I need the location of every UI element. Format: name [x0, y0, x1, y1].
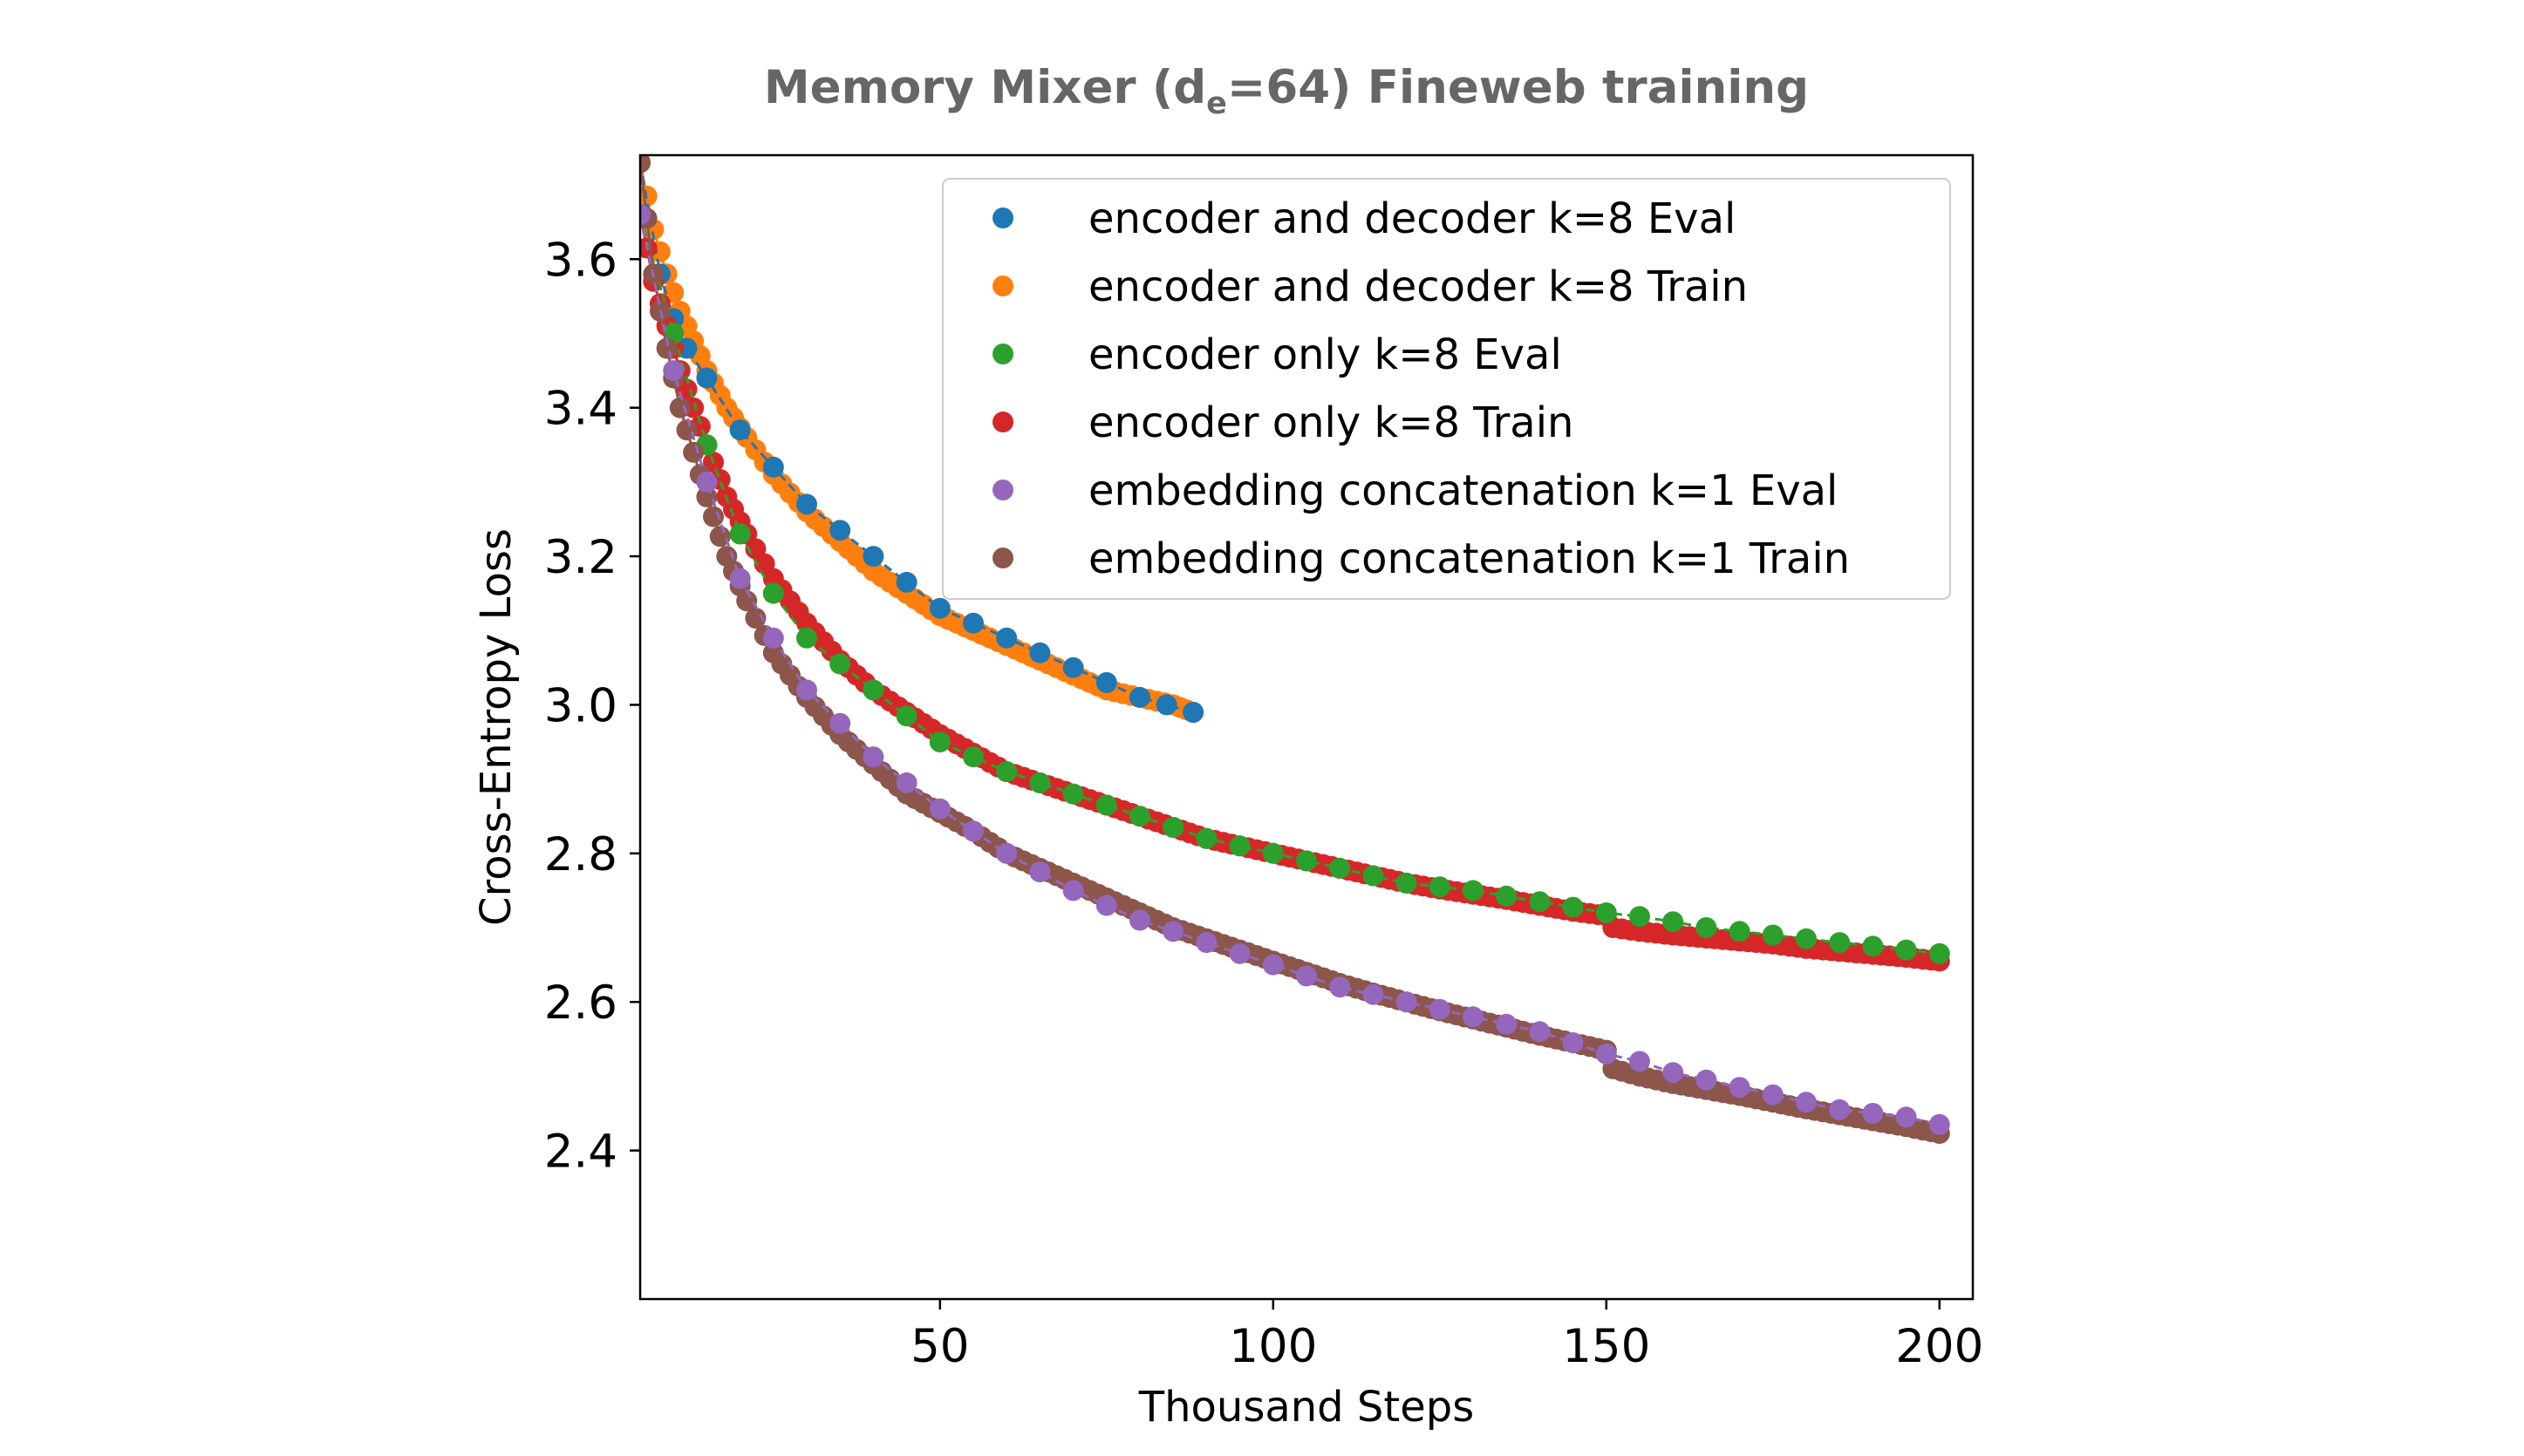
- plot-frame: [638, 153, 1975, 1301]
- data-point-4-15: [1129, 909, 1150, 931]
- legend-label-2: encoder only k=8 Eval: [1088, 330, 1562, 379]
- y-tick-label-3: 3.0: [544, 679, 617, 732]
- y-tick-label-2: 2.8: [544, 828, 617, 881]
- data-point-2-23: [1395, 872, 1417, 894]
- data-point-2-20: [1296, 850, 1317, 872]
- y-axis-label: Cross-Entropy Loss: [472, 528, 521, 926]
- data-point-0-17: [1129, 686, 1150, 708]
- y-tick-label-6: 3.6: [544, 234, 617, 287]
- data-point-5-0: [640, 155, 651, 173]
- data-point-4-11: [996, 842, 1018, 864]
- series-line-4: [640, 214, 1941, 1126]
- data-point-4-21: [1329, 976, 1351, 998]
- legend-marker-5: [993, 548, 1013, 568]
- legend-marker-0: [993, 208, 1013, 228]
- legend-label-3: encoder only k=8 Train: [1088, 398, 1573, 447]
- data-point-0-14: [1029, 642, 1051, 663]
- data-point-4-28: [1562, 1032, 1584, 1054]
- x-axis-ticks: 50 100 150 200: [911, 1299, 1983, 1373]
- data-point-2-18: [1229, 835, 1251, 857]
- data-point-4-4: [762, 627, 784, 649]
- y-tick-label-1: 2.6: [544, 976, 617, 1030]
- legend-label-4: embedding concatenation k=1 Eval: [1088, 466, 1838, 515]
- data-point-4-39: [1928, 1113, 1950, 1135]
- legend-entries: encoder and decoder k=8 Eval encoder and …: [993, 194, 1850, 583]
- chart-title-suffix: =64) Fineweb training: [1227, 61, 1809, 114]
- data-point-0-18: [1156, 694, 1177, 716]
- y-tick-label-4: 3.2: [544, 531, 617, 584]
- data-point-2-37: [1862, 936, 1884, 957]
- series-layer: [640, 155, 1950, 1144]
- series-2: [640, 204, 1950, 964]
- legend: encoder and decoder k=8 Eval encoder and …: [942, 178, 1951, 600]
- series-4: [640, 204, 1950, 1135]
- x-tick-label-2: 150: [1562, 1320, 1650, 1373]
- data-point-4-34: [1762, 1084, 1784, 1106]
- x-axis-label: Thousand Steps: [1138, 1383, 1474, 1432]
- data-point-2-14: [1095, 794, 1117, 816]
- data-point-4-26: [1496, 1013, 1518, 1035]
- legend-label-1: encoder and decoder k=8 Train: [1088, 262, 1748, 311]
- legend-marker-1: [993, 276, 1013, 296]
- data-point-2-27: [1529, 891, 1551, 913]
- series-line-0: [640, 162, 1194, 714]
- data-point-2-35: [1796, 928, 1817, 949]
- legend-marker-3: [993, 412, 1013, 432]
- x-tick-label-0: 50: [911, 1320, 969, 1373]
- data-point-4-17: [1196, 932, 1218, 954]
- data-point-0-19: [1183, 702, 1204, 723]
- data-point-4-2: [696, 471, 718, 493]
- data-point-4-32: [1695, 1069, 1717, 1091]
- data-point-4-12: [1029, 861, 1051, 883]
- data-point-4-30: [1629, 1051, 1650, 1072]
- y-tick-label-5: 3.4: [544, 383, 617, 436]
- data-point-2-30: [1629, 906, 1650, 928]
- x-tick-label-1: 100: [1229, 1320, 1317, 1373]
- data-point-4-36: [1829, 1099, 1851, 1120]
- data-point-2-12: [1029, 772, 1051, 793]
- chart-title: Memory Mixer (de=64) Fineweb training: [764, 61, 1809, 121]
- legend-marker-4: [993, 480, 1013, 500]
- data-point-4-19: [1262, 954, 1284, 976]
- data-point-4-0: [640, 204, 651, 226]
- data-point-2-32: [1695, 917, 1717, 938]
- data-point-2-25: [1463, 880, 1484, 901]
- x-tick-label-3: 200: [1895, 1320, 1983, 1373]
- series-line-2: [640, 214, 1940, 956]
- data-point-0-12: [963, 612, 984, 634]
- data-point-2-16: [1163, 817, 1184, 838]
- legend-marker-2: [993, 344, 1013, 364]
- chart-title-prefix: Memory Mixer (d: [764, 61, 1206, 114]
- chart-title-subscript: e: [1206, 86, 1227, 121]
- legend-label-0: encoder and decoder k=8 Eval: [1088, 194, 1736, 243]
- legend-box: [942, 178, 1951, 600]
- legend-label-5: embedding concatenation k=1 Train: [1088, 534, 1850, 583]
- y-axis-ticks: 2.4 2.6 2.8 3.0 3.2 3.4 3.6: [544, 234, 640, 1179]
- series-line-1: [640, 162, 1194, 714]
- data-point-4-23: [1395, 991, 1417, 1013]
- y-tick-label-0: 2.4: [544, 1126, 617, 1179]
- data-point-2-4: [762, 582, 784, 604]
